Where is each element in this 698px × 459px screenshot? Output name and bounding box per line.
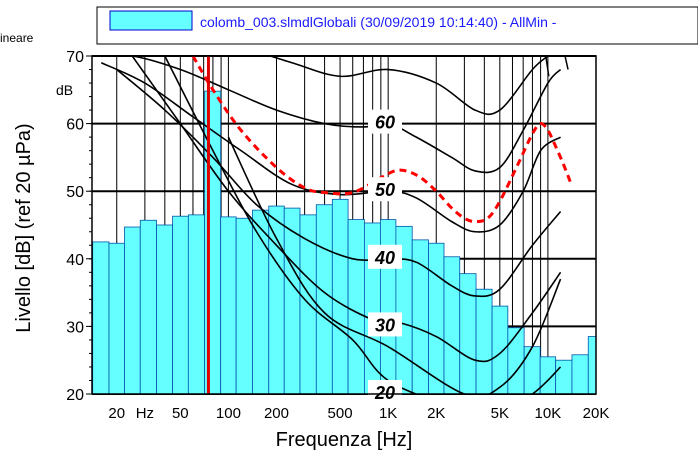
x-axis: 20 Hz 50 100 200 500 1K 2K 5K 10K 20K: [108, 405, 609, 422]
edge-curve-segment: [564, 55, 569, 70]
bar: [555, 359, 573, 394]
bar: [571, 354, 589, 394]
bar: [475, 288, 493, 394]
isophon-label-bg: [368, 177, 402, 202]
bar: [124, 226, 141, 394]
bar: [443, 256, 461, 394]
isophon-label-bg: [368, 312, 402, 337]
y-tick-label: 50: [66, 184, 84, 201]
isophon-curve: [100, 62, 562, 233]
bar: [299, 214, 317, 394]
legend-left-label: ineare: [0, 31, 34, 45]
isophon-label-bg: [368, 109, 402, 134]
isophon-label: 30: [375, 315, 395, 335]
legend-swatch: [109, 10, 193, 31]
x-tick-label: 100: [216, 405, 241, 422]
x-tick-label: 50: [172, 405, 189, 422]
x-tick-label: 20K: [583, 405, 610, 422]
bar: [428, 242, 445, 394]
bar: [347, 219, 365, 394]
x-tick-label: 500: [328, 405, 353, 422]
isophon-label: 60: [375, 113, 395, 133]
legend-series-label: colomb_003.slmdlGlobali (30/09/2019 10:1…: [200, 14, 557, 30]
plot-border: [91, 55, 597, 395]
x-tick-label: 200: [264, 405, 289, 422]
isophon-label-bg: [368, 380, 402, 404]
y-tick-label: 30: [66, 319, 84, 336]
bar: [268, 205, 285, 394]
isophon-curve: [267, 56, 549, 116]
bar: [235, 217, 253, 394]
isophon-label: 20: [374, 383, 395, 403]
x-tick-label: 2K: [427, 405, 445, 422]
x-tick-label: 10K: [535, 405, 562, 422]
x-tick-label: 5K: [491, 405, 509, 422]
bar: [139, 219, 157, 394]
legend: ineare colomb_003.slmdlGlobali (30/09/20…: [0, 6, 698, 45]
bar: [108, 242, 125, 394]
isophon-label: 40: [374, 248, 395, 268]
isophon-labels: 20 30 40 50 60: [368, 109, 402, 404]
bar: [331, 198, 349, 394]
bar: [523, 346, 541, 394]
y-tick-label: 60: [66, 117, 84, 134]
y-axis-title: Livello [dB] (ref 20 µPa): [13, 123, 35, 332]
bar: [220, 216, 237, 394]
edge-curve-segment: [545, 55, 550, 77]
bar: [92, 241, 110, 394]
marker: [206, 55, 569, 394]
x-tick-label: 1K: [379, 405, 397, 422]
y-unit-label: dB: [56, 82, 73, 98]
bar: [315, 204, 333, 394]
x-tick-label: 20: [108, 405, 125, 422]
bar: [491, 305, 509, 394]
isophon-label-bg: [368, 244, 402, 269]
isophon-curve: [227, 136, 562, 394]
bar: [507, 327, 525, 394]
isophon-label: 50: [375, 180, 395, 200]
legend-box: [96, 6, 698, 45]
y-tick-label: 40: [66, 252, 84, 269]
y-tick-label: 20: [66, 387, 84, 404]
bar: [156, 224, 173, 394]
bar: [172, 215, 189, 394]
bar: [283, 207, 301, 394]
y-axis: 20 30 40 50 60 70: [66, 49, 92, 404]
isophon-curve: [164, 56, 562, 394]
x-tick-label: Hz: [136, 405, 154, 422]
y-tick-label: 70: [66, 49, 84, 66]
threshold-curve: [191, 56, 573, 224]
bar: [187, 214, 206, 394]
x-axis-title: Frequenza [Hz]: [276, 429, 413, 451]
